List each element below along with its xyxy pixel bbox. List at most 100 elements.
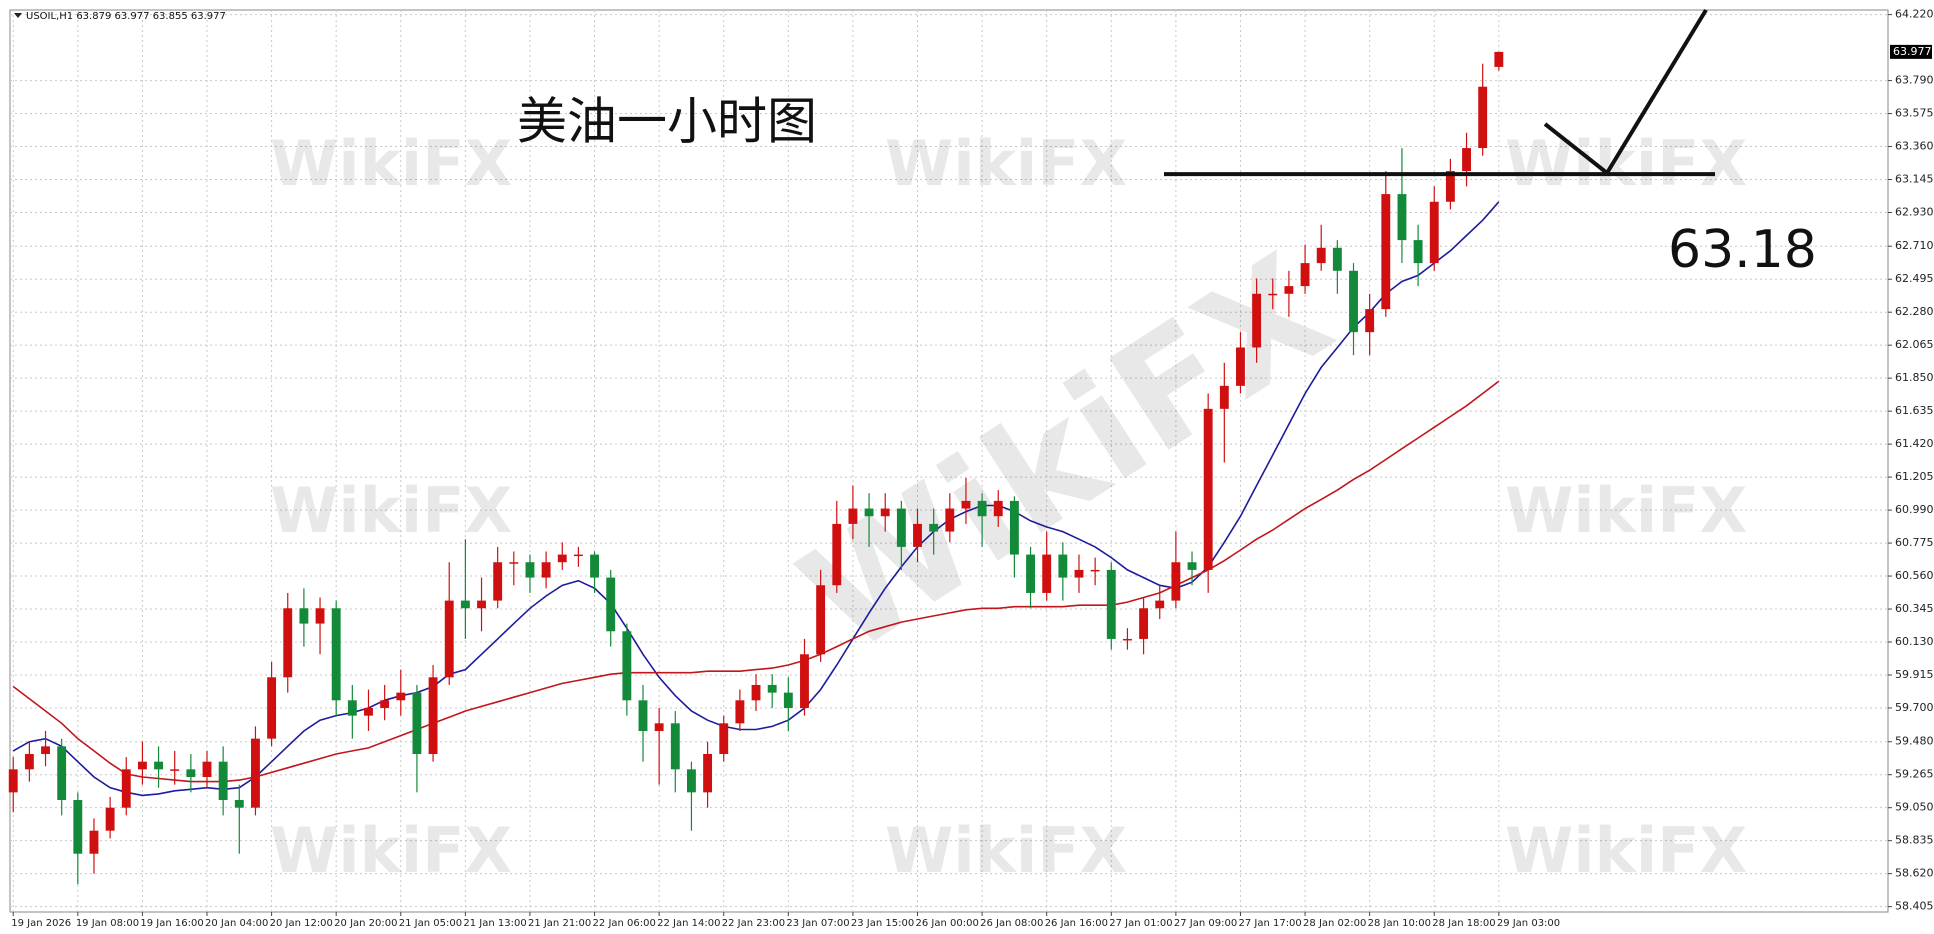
candle-body <box>1413 240 1423 264</box>
candle-body <box>1090 569 1100 572</box>
candle-body <box>412 692 422 754</box>
x-tick-label: 21 Jan 05:00 <box>399 918 462 929</box>
candle-body <box>315 608 325 624</box>
candle-body <box>1332 247 1342 271</box>
candle-body <box>654 723 664 731</box>
x-tick-label: 19 Jan 16:00 <box>140 918 203 929</box>
x-tick-label: 27 Jan 01:00 <box>1109 918 1172 929</box>
candle-body <box>590 554 599 578</box>
candle-body <box>202 761 212 778</box>
candle-body <box>477 600 486 609</box>
candle-body <box>541 562 551 578</box>
y-tick-label: 61.205 <box>1895 470 1934 483</box>
candle-body <box>719 723 729 754</box>
watermark: WikiFX <box>885 814 1127 887</box>
candle-body <box>525 562 535 578</box>
x-tick-label: 29 Jan 03:00 <box>1497 918 1560 929</box>
candle-body <box>73 800 83 854</box>
candle-body <box>1429 201 1439 264</box>
moving-average <box>12 380 1500 783</box>
y-tick-label: 60.560 <box>1895 569 1934 582</box>
y-tick-label: 60.130 <box>1895 635 1934 648</box>
low: 63.855 <box>153 11 188 22</box>
candle-body <box>1252 293 1262 348</box>
y-tick-label: 62.280 <box>1895 305 1934 318</box>
y-tick-label: 58.405 <box>1895 900 1934 913</box>
x-tick-label: 28 Jan 18:00 <box>1432 918 1495 929</box>
candle-body <box>444 600 454 678</box>
y-tick-label: 64.220 <box>1895 8 1934 21</box>
candle-body <box>428 677 438 754</box>
candle-body <box>1155 600 1165 609</box>
candle-body <box>234 800 244 808</box>
candle-body <box>57 746 67 801</box>
candle-body <box>1074 569 1084 578</box>
candle-body <box>606 577 616 632</box>
watermark: WikiFX <box>270 127 512 200</box>
x-tick-label: 19 Jan 2026 <box>11 918 71 929</box>
watermark: WikiFX <box>270 474 512 547</box>
candle-body <box>154 761 164 770</box>
y-tick-label: 63.360 <box>1895 140 1934 153</box>
y-tick-label: 61.850 <box>1895 371 1934 384</box>
candle-body <box>929 523 939 532</box>
candle-body <box>331 608 341 701</box>
candle-body <box>896 508 906 547</box>
candle-body <box>573 554 583 557</box>
candle-body <box>1219 385 1229 409</box>
candle-body <box>832 523 842 586</box>
candle-body <box>1009 500 1019 555</box>
x-tick-label: 27 Jan 09:00 <box>1174 918 1237 929</box>
candle-body <box>251 738 260 808</box>
y-tick-label: 62.065 <box>1895 338 1934 351</box>
symbol: USOIL,H1 <box>26 11 73 22</box>
header: USOIL,H1 63.879 63.977 63.855 63.977 <box>14 11 226 22</box>
candle-body <box>1187 562 1197 570</box>
y-tick-label: 63.145 <box>1895 173 1934 186</box>
candle-body <box>864 508 874 517</box>
candle-body <box>137 761 147 770</box>
candle-body <box>1122 638 1132 641</box>
y-tick-label: 63.575 <box>1895 107 1934 120</box>
watermark: WikiFX <box>885 127 1127 200</box>
candle-body <box>299 608 309 624</box>
candle-body <box>347 700 357 716</box>
candle-body <box>1445 171 1455 202</box>
y-tick-label: 62.930 <box>1895 205 1934 218</box>
candle-body <box>1026 554 1035 593</box>
candle-body <box>1397 194 1407 241</box>
y-tick-label: 59.480 <box>1895 735 1934 748</box>
y-tick-label: 58.835 <box>1895 834 1934 847</box>
x-tick-label: 22 Jan 23:00 <box>722 918 785 929</box>
y-tick-label: 61.420 <box>1895 437 1934 450</box>
x-tick-label: 26 Jan 08:00 <box>980 918 1043 929</box>
candle-body <box>1316 247 1326 264</box>
candle-body <box>186 769 196 778</box>
candle-body <box>735 700 745 724</box>
candle-body <box>1300 263 1310 287</box>
candle-body <box>396 692 406 701</box>
candle-body <box>783 692 793 708</box>
candle-body <box>1284 286 1294 294</box>
candle-body <box>105 807 115 831</box>
candle-body <box>961 500 971 509</box>
candle-body <box>993 500 1003 517</box>
candle-body <box>1365 309 1375 333</box>
candle-body <box>8 769 18 793</box>
candle-body <box>41 746 50 754</box>
marks <box>8 51 1504 885</box>
x-tick-label: 27 Jan 17:00 <box>1238 918 1301 929</box>
close: 63.977 <box>191 11 226 22</box>
candle-body <box>670 723 680 770</box>
x-tick-label: 26 Jan 16:00 <box>1045 918 1108 929</box>
x-tick-label: 23 Jan 07:00 <box>786 918 849 929</box>
x-tick-label: 28 Jan 02:00 <box>1303 918 1366 929</box>
x-tick-label: 21 Jan 13:00 <box>463 918 526 929</box>
candle-body <box>89 830 99 854</box>
y-tick-label: 59.915 <box>1895 668 1934 681</box>
candle-body <box>913 523 922 547</box>
candle-body <box>977 500 987 517</box>
annotation-title: 美油一小时图 <box>517 93 817 151</box>
